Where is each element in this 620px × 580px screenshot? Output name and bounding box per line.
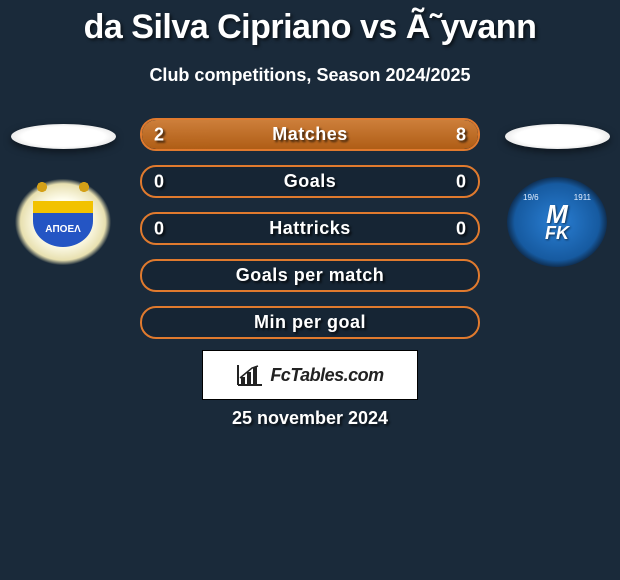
player-left-slot: ΑΠΟΕΛ [8, 124, 118, 267]
stat-label: Matches [272, 124, 348, 145]
stat-label: Hattricks [269, 218, 351, 239]
brand-box[interactable]: FcTables.com [202, 350, 418, 400]
stat-bar: 2 8 Matches [140, 118, 480, 151]
stat-label: Min per goal [254, 312, 366, 333]
stat-value-left: 0 [154, 218, 164, 239]
stat-value-right: 8 [456, 124, 466, 145]
stats-container: 2 8 Matches 0 0 Goals 0 0 Hattricks Goals per mat… [140, 118, 480, 339]
page-title: da Silva Cipriano vs Ã˜yvann [0, 0, 620, 47]
stat-fill-left [142, 120, 209, 149]
club-badge-right: 19/6 1911 M FK [507, 177, 607, 267]
player-right-avatar-placeholder [505, 124, 610, 149]
stat-value-right: 0 [456, 171, 466, 192]
stat-value-left: 0 [154, 171, 164, 192]
subtitle: Club competitions, Season 2024/2025 [0, 65, 620, 86]
bar-chart-icon [236, 363, 264, 387]
molde-year-left: 19/6 [523, 193, 539, 202]
stat-label: Goals per match [236, 265, 385, 286]
stat-bar: Min per goal [140, 306, 480, 339]
molde-years: 19/6 1911 [507, 193, 607, 202]
brand-text: FcTables.com [270, 365, 383, 386]
date-label: 25 november 2024 [0, 408, 620, 429]
stat-label: Goals [284, 171, 337, 192]
player-right-slot: 19/6 1911 M FK [502, 124, 612, 267]
stat-bar: Goals per match [140, 259, 480, 292]
molde-logo-icon: M FK [545, 202, 569, 242]
club-badge-left: ΑΠΟΕΛ [13, 177, 113, 267]
player-left-avatar-placeholder [11, 124, 116, 149]
apoel-shield-icon: ΑΠΟΕΛ [33, 201, 93, 247]
stat-bar: 0 0 Goals [140, 165, 480, 198]
molde-m: M [545, 202, 569, 227]
stat-value-left: 2 [154, 124, 164, 145]
molde-year-right: 1911 [574, 193, 591, 202]
molde-fk: FK [545, 225, 569, 242]
stat-value-right: 0 [456, 218, 466, 239]
stat-bar: 0 0 Hattricks [140, 212, 480, 245]
